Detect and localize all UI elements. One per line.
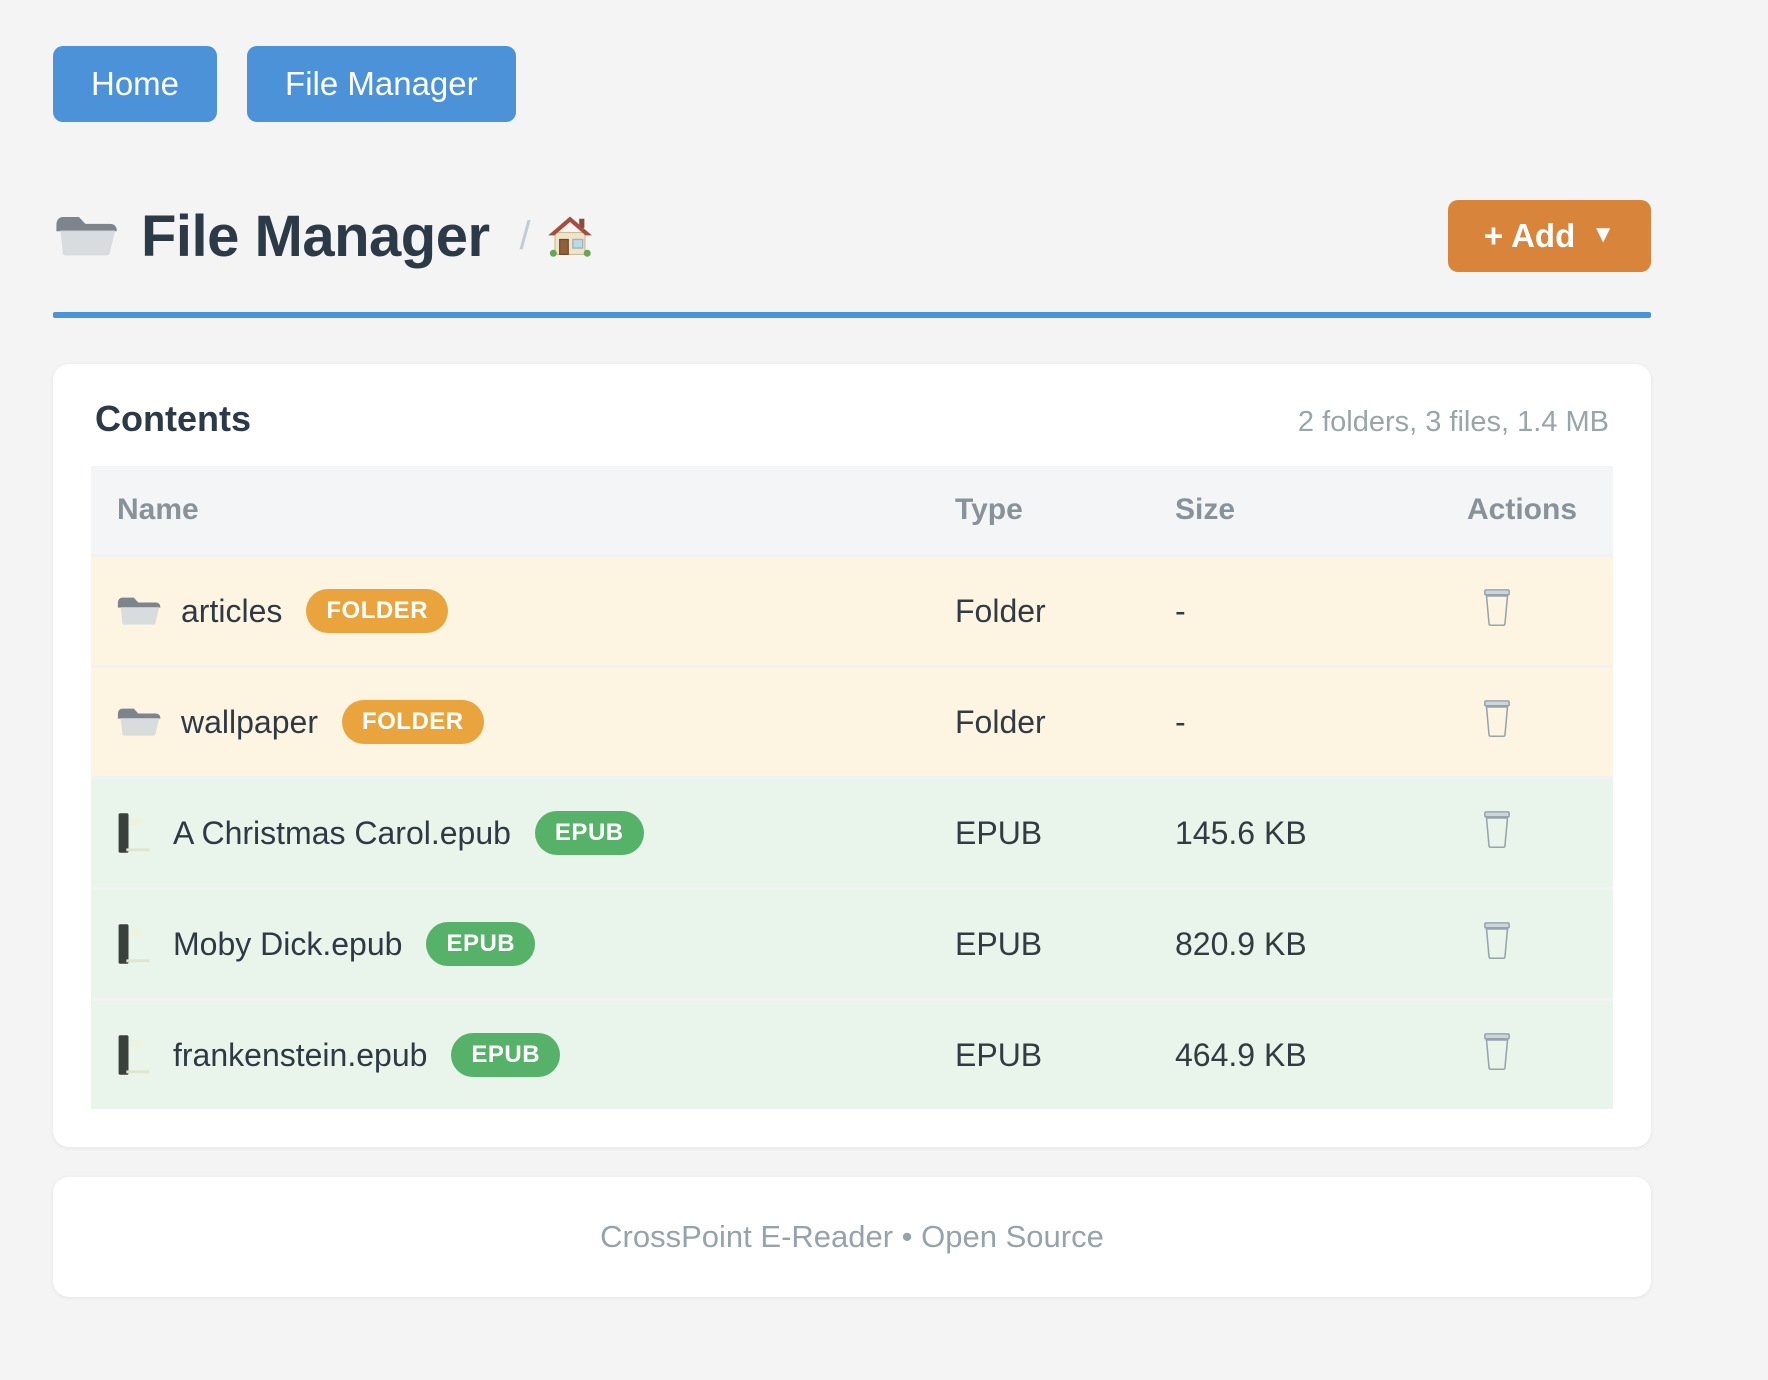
folder-badge: FOLDER	[341, 700, 484, 744]
page: Home File Manager File Manager / + Add ▼…	[53, 0, 1651, 1297]
item-size: 820.9 KB	[1175, 925, 1307, 962]
item-type: Folder	[955, 592, 1046, 629]
top-nav: Home File Manager	[53, 0, 1651, 122]
table-row: Moby Dick.epub EPUB EPUB 820.9 KB	[91, 887, 1613, 998]
item-size: 145.6 KB	[1175, 814, 1307, 851]
contents-card-header: Contents 2 folders, 3 files, 1.4 MB	[91, 398, 1613, 440]
column-header-size: Size	[1175, 493, 1236, 526]
item-name-link[interactable]: Moby Dick.epub	[173, 925, 403, 962]
epub-badge: EPUB	[426, 922, 536, 966]
book-icon	[115, 1033, 153, 1077]
folder-icon	[53, 209, 117, 263]
book-icon	[115, 811, 153, 855]
item-size: 464.9 KB	[1175, 1036, 1307, 1073]
column-header-actions: Actions	[1467, 493, 1578, 526]
delete-button[interactable]	[1479, 1030, 1515, 1072]
item-type: EPUB	[955, 925, 1043, 962]
trash-icon	[1479, 586, 1515, 628]
page-title-group: File Manager /	[53, 203, 593, 270]
table-row: A Christmas Carol.epub EPUB EPUB 145.6 K…	[91, 776, 1613, 887]
folder-icon	[115, 703, 161, 741]
contents-summary: 2 folders, 3 files, 1.4 MB	[1297, 406, 1609, 438]
item-name-link[interactable]: frankenstein.epub	[173, 1036, 428, 1073]
page-header: File Manager / + Add ▼	[53, 200, 1651, 272]
item-size: -	[1175, 592, 1186, 629]
breadcrumb-separator: /	[519, 213, 531, 258]
contents-heading: Contents	[95, 398, 251, 439]
file-table: Name Type Size Actions articles FOLDER F…	[91, 466, 1613, 1109]
item-name-link[interactable]: A Christmas Carol.epub	[173, 814, 511, 851]
page-title: File Manager	[141, 203, 490, 269]
contents-card: Contents 2 folders, 3 files, 1.4 MB Name…	[53, 364, 1651, 1147]
item-type: EPUB	[955, 814, 1043, 851]
chevron-down-icon: ▼	[1591, 221, 1615, 248]
table-row: wallpaper FOLDER Folder -	[91, 665, 1613, 776]
item-size: -	[1175, 703, 1186, 740]
item-type: EPUB	[955, 1036, 1043, 1073]
item-name-link[interactable]: wallpaper	[181, 703, 318, 740]
book-icon	[115, 922, 153, 966]
item-name-link[interactable]: articles	[181, 592, 283, 629]
trash-icon	[1479, 919, 1515, 961]
nav-file-manager-button[interactable]: File Manager	[247, 46, 516, 122]
trash-icon	[1479, 808, 1515, 850]
folder-icon	[115, 592, 161, 630]
folder-badge: FOLDER	[306, 589, 449, 633]
delete-button[interactable]	[1479, 586, 1515, 628]
add-button[interactable]: + Add ▼	[1447, 200, 1651, 272]
delete-button[interactable]	[1479, 808, 1515, 850]
delete-button[interactable]	[1479, 919, 1515, 961]
trash-icon	[1479, 697, 1515, 739]
item-type: Folder	[955, 703, 1046, 740]
table-row: frankenstein.epub EPUB EPUB 464.9 KB	[91, 998, 1613, 1109]
epub-badge: EPUB	[451, 1033, 561, 1077]
home-icon[interactable]	[547, 214, 593, 258]
add-button-label: + Add	[1483, 217, 1576, 254]
title-divider	[53, 312, 1651, 318]
delete-button[interactable]	[1479, 697, 1515, 739]
nav-home-button[interactable]: Home	[53, 46, 218, 122]
trash-icon	[1479, 1030, 1515, 1072]
breadcrumb: /	[520, 214, 593, 259]
footer-text: CrossPoint E-Reader • Open Source	[600, 1219, 1104, 1254]
column-header-type: Type	[955, 493, 1023, 526]
table-row: articles FOLDER Folder -	[91, 554, 1613, 665]
epub-badge: EPUB	[534, 811, 644, 855]
file-table-header-row: Name Type Size Actions	[91, 466, 1613, 554]
footer: CrossPoint E-Reader • Open Source	[53, 1177, 1651, 1297]
column-header-name: Name	[117, 493, 199, 526]
